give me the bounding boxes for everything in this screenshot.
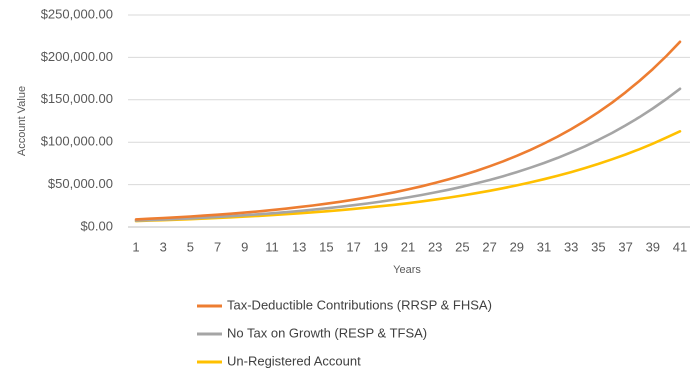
x-tick-label: 9 <box>241 239 248 254</box>
legend-label: Un-Registered Account <box>227 353 361 368</box>
x-tick-label: 23 <box>428 239 442 254</box>
x-tick-label: 27 <box>482 239 496 254</box>
x-tick-label: 1 <box>132 239 139 254</box>
x-tick-label: 25 <box>455 239 469 254</box>
x-tick-label: 5 <box>187 239 194 254</box>
x-tick-label: 21 <box>401 239 415 254</box>
x-tick-label: 41 <box>673 239 687 254</box>
x-tick-label: 3 <box>160 239 167 254</box>
x-tick-label: 29 <box>510 239 524 254</box>
x-tick-label: 17 <box>346 239 360 254</box>
line <box>134 40 682 221</box>
x-tick-label: 33 <box>564 239 578 254</box>
x-axis-title: Years <box>393 264 421 276</box>
y-tick-label: $250,000.00 <box>41 6 113 21</box>
legend-label: No Tax on Growth (RESP & TFSA) <box>227 325 427 340</box>
y-tick-label: $200,000.00 <box>41 49 113 64</box>
legend-label: Tax-Deductible Contributions (RRSP & FHS… <box>227 297 492 312</box>
x-tick-label: 7 <box>214 239 221 254</box>
y-tick-label: $150,000.00 <box>41 91 113 106</box>
x-tick-label: 31 <box>537 239 551 254</box>
line <box>134 87 682 222</box>
x-tick-label: 19 <box>374 239 388 254</box>
x-tick-label: 35 <box>591 239 605 254</box>
x-tick-label: 11 <box>265 239 279 254</box>
x-tick-label: 15 <box>319 239 333 254</box>
x-tick-label: 39 <box>646 239 660 254</box>
y-tick-label: $100,000.00 <box>41 134 113 149</box>
line <box>134 130 682 223</box>
x-tick-label: 37 <box>618 239 632 254</box>
y-tick-label: $50,000.00 <box>48 176 113 191</box>
y-tick-label: $0.00 <box>80 218 113 233</box>
x-tick-label: 13 <box>292 239 306 254</box>
y-axis-title: Account Value <box>16 86 28 156</box>
